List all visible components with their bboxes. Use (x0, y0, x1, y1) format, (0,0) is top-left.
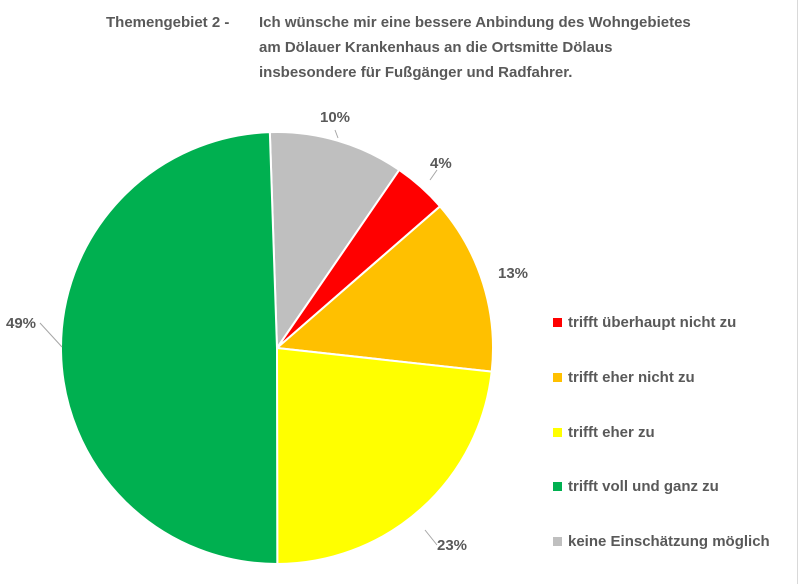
pie-slice (60, 131, 279, 566)
legend-item: trifft eher nicht zu (553, 369, 695, 386)
data-label: 4% (430, 155, 452, 172)
data-label: 23% (437, 537, 467, 554)
data-label: 10% (320, 109, 350, 126)
data-label: 49% (6, 315, 36, 332)
legend-swatch (553, 537, 562, 546)
legend-item: trifft voll und ganz zu (553, 478, 719, 495)
legend-swatch (553, 373, 562, 382)
chart-title-prefix: Themengebiet 2 - (106, 14, 230, 31)
legend-label: trifft eher nicht zu (568, 369, 695, 386)
chart-title-line-2: am Dölauer Krankenhaus an die Ortsmitte … (259, 39, 613, 56)
pie-slice (275, 346, 493, 566)
chart-border (797, 0, 798, 584)
data-label: 13% (498, 265, 528, 282)
legend-label: trifft überhaupt nicht zu (568, 314, 737, 331)
legend-swatch (553, 428, 562, 437)
legend-label: trifft voll und ganz zu (568, 478, 719, 495)
legend-label: trifft eher zu (568, 424, 655, 441)
legend-item: trifft eher zu (553, 424, 655, 441)
leader-line (429, 169, 438, 181)
legend-item: trifft überhaupt nicht zu (553, 314, 736, 331)
pie-slice (274, 204, 494, 373)
legend-item: keine Einschätzung möglich (553, 533, 770, 550)
pie-slice (268, 131, 401, 352)
leader-line (334, 129, 339, 139)
leader-line (424, 529, 438, 546)
legend-label: keine Einschätzung möglich (568, 533, 770, 550)
legend-swatch (553, 482, 562, 491)
leader-line (39, 322, 63, 348)
chart-title-line-1: Ich wünsche mir eine bessere Anbindung d… (259, 14, 691, 31)
legend-swatch (553, 318, 562, 327)
chart-title-line-3: insbesondere für Fußgänger und Radfahrer… (259, 64, 573, 81)
